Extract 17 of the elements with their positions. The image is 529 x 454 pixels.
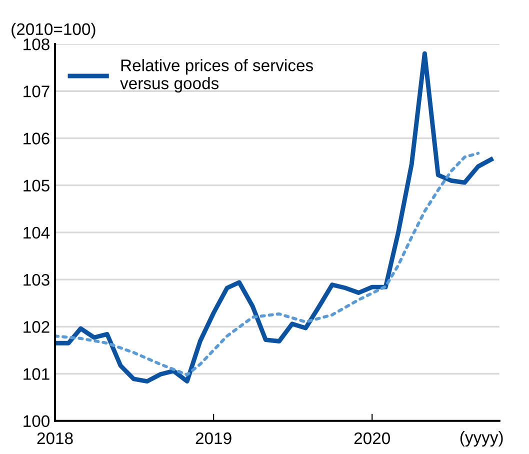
y-tick-label: 104 (24, 226, 50, 239)
y-tick-label: 107 (24, 86, 50, 98)
y-tick-label: 102 (24, 321, 50, 333)
y-tick-label: 108 (24, 38, 50, 50)
y-axis-title: (2010=100) (12, 22, 96, 38)
line-series (55, 51, 494, 384)
y-tick-label: 103 (24, 274, 50, 286)
x-tick-label: 2018 (37, 432, 73, 444)
x-tick-label: 2019 (196, 432, 232, 444)
y-tick-label: 100 (24, 415, 50, 428)
x-axis-title: (yyyy) (460, 431, 503, 447)
y-tick-label: 105 (24, 180, 50, 192)
x-tick-label: 2020 (354, 432, 390, 444)
y-tick-label: 101 (24, 368, 50, 380)
line-series (55, 152, 480, 376)
y-tick-label: 106 (24, 132, 50, 144)
legend-label: Relative prices of services versus goods (120, 59, 313, 93)
